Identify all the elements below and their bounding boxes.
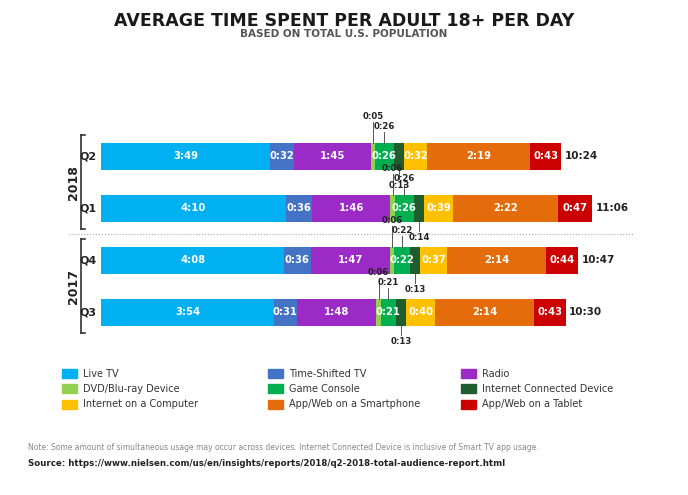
Text: 4:08: 4:08	[180, 255, 205, 265]
Text: 0:06: 0:06	[381, 216, 402, 225]
Text: Game Console: Game Console	[289, 384, 360, 394]
Bar	[284, 247, 311, 274]
Bar	[406, 298, 436, 326]
Text: 0:26: 0:26	[374, 122, 395, 131]
Text: AVERAGE TIME SPENT PER ADULT 18+ PER DAY: AVERAGE TIME SPENT PER ADULT 18+ PER DAY	[114, 12, 574, 30]
Text: 0:06: 0:06	[368, 268, 389, 277]
Bar	[101, 195, 286, 222]
Bar	[274, 298, 297, 326]
Text: 2:22: 2:22	[493, 203, 518, 213]
Bar	[380, 298, 396, 326]
Text: Time-Shifted TV: Time-Shifted TV	[289, 369, 366, 379]
Bar	[436, 298, 534, 326]
Text: Source: https://www.nielsen.com/us/en/insights/reports/2018/q2-2018-total-audien: Source: https://www.nielsen.com/us/en/in…	[28, 459, 504, 468]
Text: BASED ON TOTAL U.S. POPULATION: BASED ON TOTAL U.S. POPULATION	[240, 29, 448, 39]
Text: 0:26: 0:26	[372, 151, 397, 161]
Bar	[414, 195, 424, 222]
Text: 0:26: 0:26	[394, 174, 415, 183]
Bar	[311, 247, 389, 274]
Bar	[410, 247, 420, 274]
Bar	[420, 247, 447, 274]
Text: 2:14: 2:14	[472, 307, 497, 317]
Bar	[389, 247, 394, 274]
Text: 1:45: 1:45	[320, 151, 345, 161]
Text: 2:19: 2:19	[466, 151, 491, 161]
Text: Note: Some amount of simultaneous usage may occur across devices. Internet Conne: Note: Some amount of simultaneous usage …	[28, 443, 538, 452]
Text: DVD/Blu-ray Device: DVD/Blu-ray Device	[83, 384, 179, 394]
Bar	[534, 298, 566, 326]
Bar	[394, 143, 404, 170]
Text: 0:21: 0:21	[376, 307, 401, 317]
Text: 0:26: 0:26	[392, 203, 417, 213]
Text: 10:47: 10:47	[581, 255, 614, 265]
Text: 1:47: 1:47	[338, 255, 363, 265]
Bar	[101, 247, 284, 274]
Text: Q2: Q2	[80, 151, 97, 161]
Bar	[558, 195, 592, 222]
Text: 0:36: 0:36	[285, 255, 310, 265]
Text: App/Web on a Smartphone: App/Web on a Smartphone	[289, 399, 420, 409]
Text: 4:10: 4:10	[181, 203, 206, 213]
Bar	[375, 143, 394, 170]
Bar	[312, 195, 390, 222]
Bar	[453, 195, 558, 222]
Text: 0:13: 0:13	[405, 285, 426, 294]
Text: 0:43: 0:43	[533, 151, 558, 161]
Bar	[286, 195, 312, 222]
Text: 0:37: 0:37	[421, 255, 446, 265]
Bar	[424, 195, 453, 222]
Text: 3:54: 3:54	[175, 307, 200, 317]
Text: 0:13: 0:13	[388, 181, 409, 190]
Text: 1:48: 1:48	[324, 307, 350, 317]
Text: Q4: Q4	[80, 255, 97, 265]
Text: 0:44: 0:44	[550, 255, 574, 265]
Text: Q3: Q3	[80, 307, 97, 317]
Text: 0:39: 0:39	[427, 203, 451, 213]
Text: 0:40: 0:40	[408, 307, 433, 317]
Text: 0:22: 0:22	[391, 226, 413, 235]
Text: 0:06: 0:06	[382, 164, 403, 173]
Text: Internet Connected Device: Internet Connected Device	[482, 384, 613, 394]
Bar	[294, 143, 371, 170]
Bar	[376, 298, 380, 326]
Bar	[390, 195, 395, 222]
Text: 10:30: 10:30	[569, 307, 602, 317]
Text: 3:49: 3:49	[173, 151, 198, 161]
Text: 0:32: 0:32	[403, 151, 428, 161]
Text: Internet on a Computer: Internet on a Computer	[83, 399, 197, 409]
Text: Radio: Radio	[482, 369, 509, 379]
Text: 0:05: 0:05	[363, 112, 384, 121]
Bar	[371, 143, 375, 170]
Bar	[530, 143, 561, 170]
Text: 0:14: 0:14	[409, 233, 430, 242]
Text: 0:22: 0:22	[390, 255, 414, 265]
Bar	[101, 298, 274, 326]
Text: 1:46: 1:46	[338, 203, 364, 213]
Bar	[101, 143, 270, 170]
Bar	[447, 247, 546, 274]
Text: 0:36: 0:36	[286, 203, 312, 213]
Text: Live TV: Live TV	[83, 369, 118, 379]
Text: 0:21: 0:21	[378, 278, 399, 287]
Text: 0:47: 0:47	[563, 203, 588, 213]
Text: 10:24: 10:24	[564, 151, 598, 161]
Text: Q1: Q1	[80, 203, 97, 213]
Text: App/Web on a Tablet: App/Web on a Tablet	[482, 399, 582, 409]
Text: 11:06: 11:06	[595, 203, 628, 213]
Bar	[396, 298, 406, 326]
Text: 0:31: 0:31	[272, 307, 298, 317]
Bar	[395, 195, 414, 222]
Text: 0:13: 0:13	[390, 337, 411, 346]
Bar	[394, 247, 410, 274]
Text: 0:32: 0:32	[270, 151, 294, 161]
Text: 2:14: 2:14	[484, 255, 509, 265]
Text: 0:43: 0:43	[537, 307, 563, 317]
Bar	[546, 247, 579, 274]
Bar	[270, 143, 294, 170]
Bar	[427, 143, 530, 170]
Bar	[404, 143, 427, 170]
Text: 2017: 2017	[67, 269, 80, 304]
Text: 2018: 2018	[67, 165, 80, 199]
Bar	[297, 298, 376, 326]
